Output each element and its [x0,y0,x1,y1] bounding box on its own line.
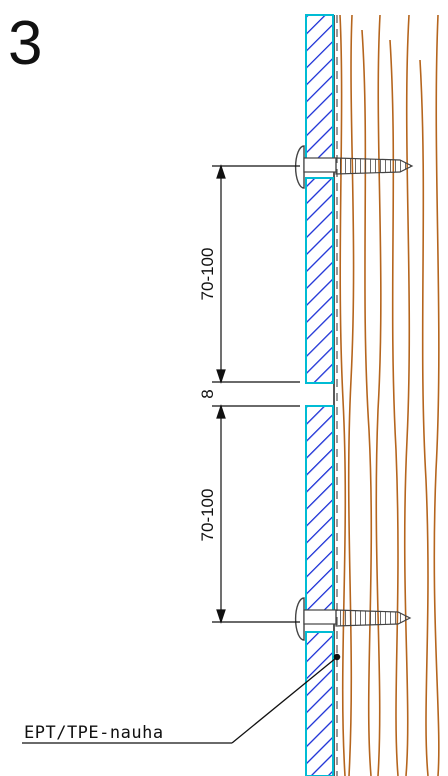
callout-label: EPT/TPE-nauha [24,723,164,743]
screw-icon [294,145,414,189]
cladding-boards [305,14,334,776]
dimension-upper-label: 70-100 [198,248,217,301]
dimension-gap-label: 8 [198,389,217,398]
dimension-lower-label: 70-100 [198,489,217,542]
callout-leader [22,653,341,744]
figure-number: 3 [8,9,42,78]
board-section [305,631,334,776]
wood-stud [339,14,440,776]
ept-tpe-band [333,15,338,776]
board-section [305,177,334,384]
screw-icon [294,597,412,641]
dimension-lines [212,164,300,624]
board-section [305,405,334,613]
board-section [305,14,334,164]
